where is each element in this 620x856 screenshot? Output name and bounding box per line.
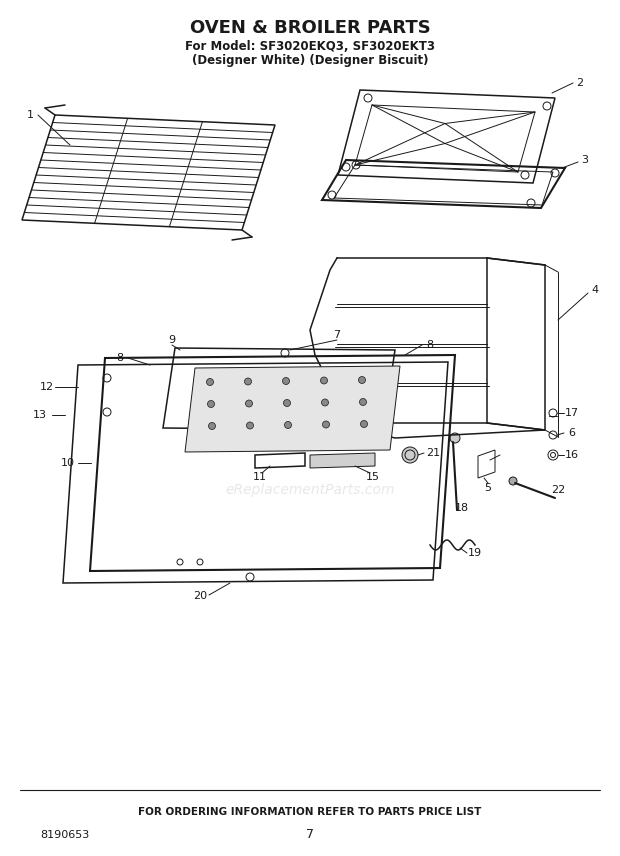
Text: 8: 8 xyxy=(117,353,123,363)
Circle shape xyxy=(360,399,366,406)
Text: 12: 12 xyxy=(40,382,54,392)
Circle shape xyxy=(246,400,252,407)
Text: FOR ORDERING INFORMATION REFER TO PARTS PRICE LIST: FOR ORDERING INFORMATION REFER TO PARTS … xyxy=(138,807,482,817)
Text: 8190653: 8190653 xyxy=(40,830,89,840)
Text: 1: 1 xyxy=(27,110,33,120)
Circle shape xyxy=(402,447,418,463)
Circle shape xyxy=(208,423,216,430)
Text: 8: 8 xyxy=(427,340,433,350)
Text: 13: 13 xyxy=(33,410,47,420)
Text: eReplacementParts.com: eReplacementParts.com xyxy=(225,483,395,497)
Text: 9: 9 xyxy=(169,335,175,345)
Circle shape xyxy=(358,377,366,383)
Text: 19: 19 xyxy=(468,548,482,558)
Text: For Model: SF3020EKQ3, SF3020EKT3: For Model: SF3020EKQ3, SF3020EKT3 xyxy=(185,39,435,52)
Circle shape xyxy=(509,477,517,485)
Text: 21: 21 xyxy=(426,448,440,458)
Circle shape xyxy=(283,377,290,384)
Circle shape xyxy=(450,433,460,443)
Text: 18: 18 xyxy=(455,503,469,513)
Circle shape xyxy=(244,378,252,385)
Text: 5: 5 xyxy=(484,483,492,493)
Text: 10: 10 xyxy=(61,458,75,468)
Polygon shape xyxy=(185,366,400,452)
Text: 17: 17 xyxy=(565,408,579,418)
Circle shape xyxy=(208,401,215,407)
Text: 20: 20 xyxy=(193,591,207,601)
Circle shape xyxy=(322,399,329,406)
Circle shape xyxy=(285,421,291,429)
Text: (Designer White) (Designer Biscuit): (Designer White) (Designer Biscuit) xyxy=(192,54,428,67)
Text: 22: 22 xyxy=(551,485,565,495)
Circle shape xyxy=(322,421,329,428)
Text: 15: 15 xyxy=(366,472,380,482)
Circle shape xyxy=(283,400,291,407)
Circle shape xyxy=(247,422,254,429)
Circle shape xyxy=(206,378,213,385)
Circle shape xyxy=(321,377,327,384)
Text: 7: 7 xyxy=(334,330,340,340)
Circle shape xyxy=(360,420,368,427)
Text: 2: 2 xyxy=(577,78,583,88)
Text: 11: 11 xyxy=(253,472,267,482)
Text: OVEN & BROILER PARTS: OVEN & BROILER PARTS xyxy=(190,19,430,37)
Text: 16: 16 xyxy=(565,450,579,460)
Text: 6: 6 xyxy=(569,428,575,438)
Text: 3: 3 xyxy=(582,155,588,165)
Text: 4: 4 xyxy=(591,285,598,295)
Text: 7: 7 xyxy=(306,829,314,841)
Polygon shape xyxy=(310,453,375,468)
